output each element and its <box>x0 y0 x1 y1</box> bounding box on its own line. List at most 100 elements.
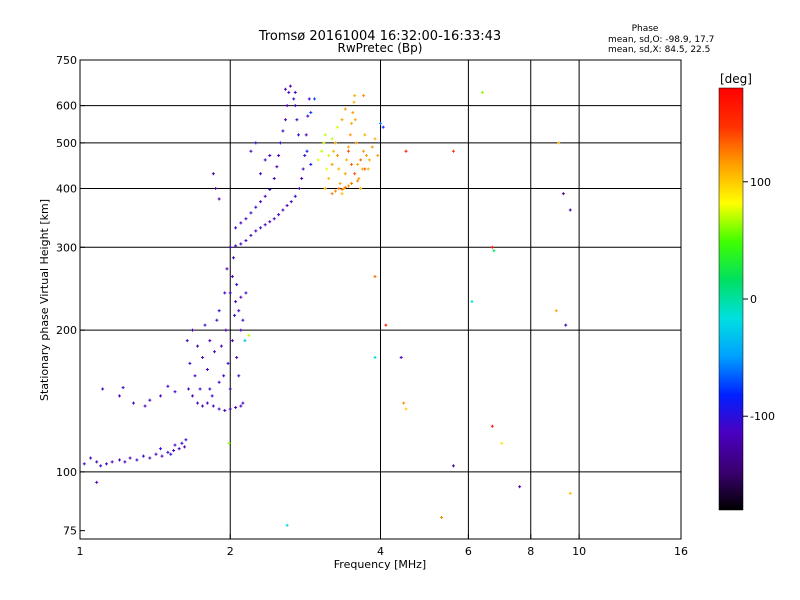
colorbar-ticks: 100 0 -100 <box>743 176 775 423</box>
x-tick-label: 1 <box>77 545 84 558</box>
data-point <box>292 97 296 101</box>
data-point <box>190 394 194 398</box>
data-point <box>159 394 163 398</box>
data-point <box>312 97 316 101</box>
axis-ticks: 1 2 4 6 8 10 16 75 100 200 300 400 500 600 750 <box>56 54 688 558</box>
data-point <box>309 111 313 115</box>
data-point <box>381 125 385 129</box>
data-point <box>110 460 114 464</box>
data-point <box>350 181 354 185</box>
data-point <box>196 344 200 348</box>
data-point <box>325 167 329 171</box>
x-tick-label: 2 <box>227 545 234 558</box>
data-point <box>376 154 380 158</box>
data-point <box>384 323 388 327</box>
data-point <box>217 197 221 201</box>
data-point <box>370 145 374 149</box>
data-point <box>228 291 232 295</box>
data-point <box>451 464 455 468</box>
data-point <box>196 401 200 405</box>
data-point <box>239 242 243 246</box>
data-point <box>293 90 297 94</box>
data-point <box>350 162 354 166</box>
data-point <box>101 387 105 391</box>
data-point <box>303 154 307 158</box>
data-point <box>123 460 127 464</box>
data-point <box>235 283 239 287</box>
data-point <box>217 309 221 313</box>
data-point <box>307 97 311 101</box>
data-point <box>228 387 232 391</box>
chart-subtitle: RwPretec (Bp) <box>338 41 423 55</box>
data-point <box>154 452 158 456</box>
data-point <box>296 133 300 137</box>
data-point <box>357 177 361 181</box>
data-point <box>362 94 366 98</box>
data-point <box>306 114 310 118</box>
data-point <box>346 145 350 149</box>
data-point <box>363 133 367 137</box>
data-point <box>338 181 342 185</box>
y-tick-label: 600 <box>56 100 77 113</box>
data-point <box>239 404 243 408</box>
data-point <box>343 185 347 189</box>
data-point <box>184 438 188 442</box>
data-point <box>297 186 301 190</box>
data-point <box>99 464 103 468</box>
data-point <box>518 485 522 489</box>
data-point <box>490 424 494 428</box>
data-point <box>135 458 139 462</box>
data-point <box>239 221 243 225</box>
data-points <box>82 84 572 527</box>
data-point <box>187 387 191 391</box>
data-point <box>323 186 327 190</box>
x-tick-label: 16 <box>674 545 688 558</box>
y-tick-label: 500 <box>56 137 77 150</box>
data-point <box>346 149 350 153</box>
x-tick-label: 10 <box>572 545 586 558</box>
data-point <box>283 87 287 91</box>
data-point <box>316 158 320 162</box>
data-point <box>330 192 334 196</box>
data-point <box>233 313 237 317</box>
data-point <box>399 355 403 359</box>
data-point <box>346 184 350 188</box>
data-point <box>373 275 377 279</box>
data-point <box>159 447 163 451</box>
data-point <box>234 226 238 230</box>
data-point <box>301 167 305 171</box>
data-point <box>300 177 304 181</box>
x-tick-label: 4 <box>377 545 384 558</box>
data-point <box>285 204 289 208</box>
data-point <box>340 188 344 192</box>
data-point <box>254 205 258 209</box>
data-point <box>241 401 245 405</box>
chart-title: Tromsø 20161004 16:32:00-16:33:43 <box>258 29 501 44</box>
data-point <box>228 245 232 249</box>
data-point <box>118 394 122 398</box>
data-point <box>323 133 327 137</box>
data-point <box>287 90 291 94</box>
data-point <box>367 158 371 162</box>
data-point <box>373 137 377 141</box>
data-point <box>259 226 263 230</box>
data-point <box>404 407 408 411</box>
colorbar-label: [deg] <box>720 72 752 86</box>
data-point <box>166 450 170 454</box>
data-point <box>223 409 227 413</box>
y-tick-label: 750 <box>56 54 77 67</box>
data-point <box>128 456 132 460</box>
data-point <box>554 309 558 313</box>
x-axis-label: Frequency [MHz] <box>334 558 426 571</box>
data-point <box>249 233 253 237</box>
data-point <box>254 141 258 145</box>
data-point <box>354 141 358 145</box>
y-axis-label: Stationary phase Virtual Height [km] <box>38 199 51 401</box>
data-point <box>217 407 221 411</box>
data-point <box>148 398 152 402</box>
data-point <box>243 339 247 343</box>
stats-x-line: mean, sd,X: 84.5, 22.5 <box>608 45 710 55</box>
data-point <box>335 154 339 158</box>
data-point <box>205 367 209 371</box>
